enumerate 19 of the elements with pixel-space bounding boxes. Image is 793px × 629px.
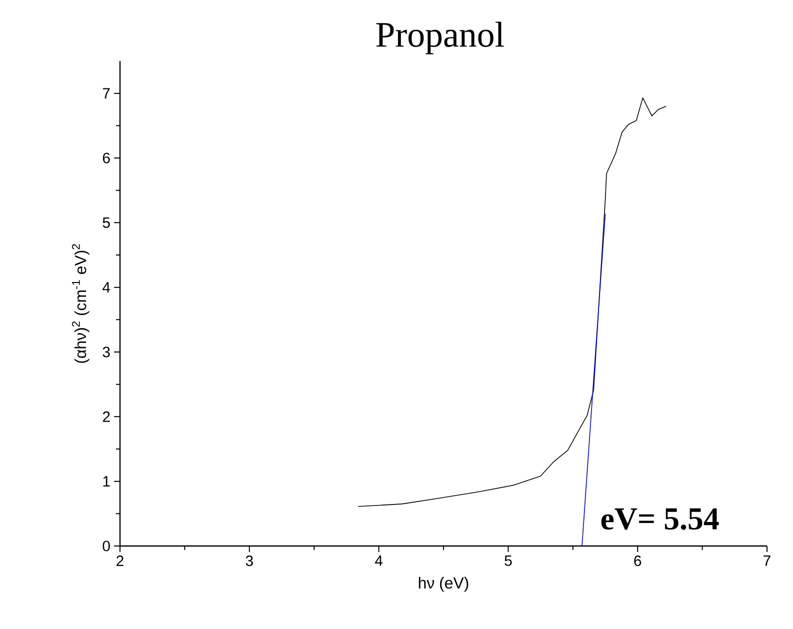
y-tick-label: 1 <box>103 476 110 486</box>
line-series <box>358 97 666 507</box>
chart-title: Propanol <box>376 22 504 54</box>
x-axis-title: hν (eV) <box>418 576 468 592</box>
x-tick-label: 3 <box>246 556 253 566</box>
y-tick-label: 5 <box>102 217 110 228</box>
x-tick-label: 5 <box>504 556 512 566</box>
x-tick-label: 6 <box>634 556 642 566</box>
x-tick-label: 7 <box>764 556 770 566</box>
y-tick-label: 2 <box>102 411 110 422</box>
x-tick-label: 2 <box>116 556 124 566</box>
y-tick-label: 6 <box>102 152 110 164</box>
y-tick-label: 3 <box>102 346 110 358</box>
annotation: eV= 5.54 <box>601 508 719 530</box>
x-tick-label: 4 <box>374 556 383 566</box>
y-tick-label: 0 <box>102 540 110 552</box>
y-tick-label: 7 <box>102 88 110 98</box>
y-axis-title: (αhν)$^{2}$ (cm$^{-1}$ eV)$^{2}$ <box>72 244 90 363</box>
y-tick-label: 4 <box>102 282 110 292</box>
